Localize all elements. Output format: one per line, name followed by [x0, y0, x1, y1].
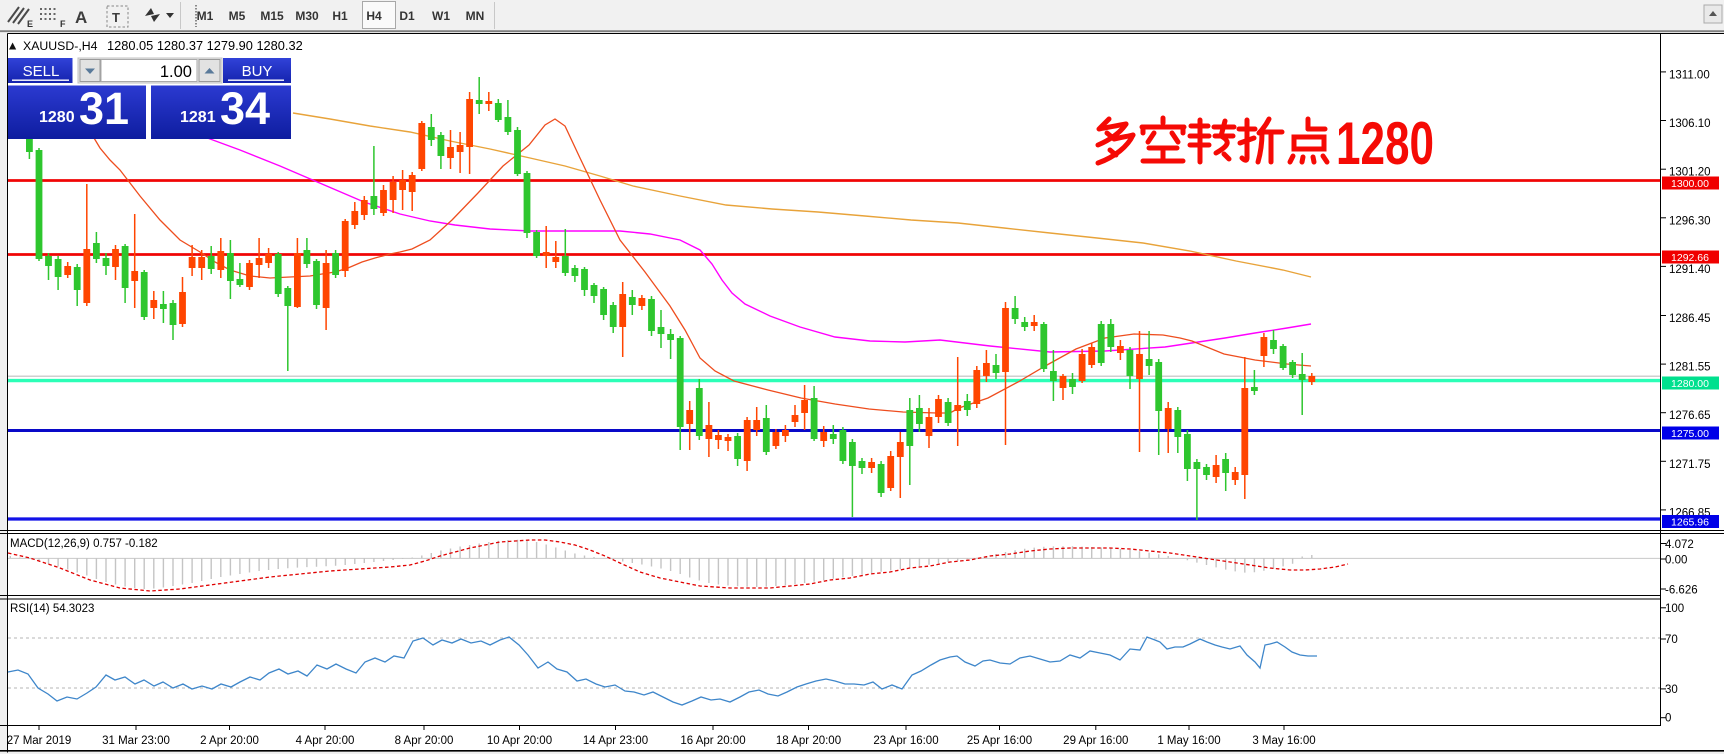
svg-text:23 Apr 16:00: 23 Apr 16:00 [873, 735, 938, 747]
svg-text:1280.00: 1280.00 [1671, 378, 1709, 390]
svg-text:1280: 1280 [1336, 110, 1434, 177]
svg-text:T: T [112, 10, 120, 25]
svg-text:1306.10: 1306.10 [1669, 118, 1711, 130]
svg-text:M1: M1 [197, 9, 214, 23]
svg-text:4.072: 4.072 [1665, 539, 1694, 551]
svg-text:1311.00: 1311.00 [1669, 69, 1710, 81]
svg-text:MACD(12,26,9) 0.757 -0.182: MACD(12,26,9) 0.757 -0.182 [10, 538, 158, 550]
svg-text:1280: 1280 [39, 109, 75, 126]
svg-text:M30: M30 [295, 9, 319, 23]
svg-text:31: 31 [79, 83, 129, 134]
svg-text:16 Apr 20:00: 16 Apr 20:00 [680, 735, 745, 747]
svg-text:18 Apr 20:00: 18 Apr 20:00 [776, 735, 841, 747]
svg-text:SELL: SELL [23, 63, 60, 80]
svg-text:1265.96: 1265.96 [1671, 517, 1709, 529]
svg-text:1286.45: 1286.45 [1669, 313, 1711, 325]
svg-text:4 Apr 20:00: 4 Apr 20:00 [296, 735, 355, 747]
svg-text:1301.20: 1301.20 [1669, 167, 1711, 179]
svg-text:14 Apr 23:00: 14 Apr 23:00 [583, 735, 648, 747]
svg-text:1280.05 1280.37 1279.90 1280.3: 1280.05 1280.37 1279.90 1280.32 [107, 38, 303, 53]
svg-text:H1: H1 [332, 9, 348, 23]
svg-text:25 Apr 16:00: 25 Apr 16:00 [967, 735, 1032, 747]
svg-text:27 Mar 2019: 27 Mar 2019 [7, 735, 72, 747]
svg-text:W1: W1 [432, 9, 450, 23]
svg-text:1281.55: 1281.55 [1669, 362, 1711, 374]
svg-text:100: 100 [1665, 603, 1684, 615]
svg-text:MN: MN [466, 9, 485, 23]
svg-text:30: 30 [1665, 684, 1678, 696]
svg-text:1291.40: 1291.40 [1669, 264, 1711, 276]
svg-text:D1: D1 [399, 9, 415, 23]
svg-text:1 May 16:00: 1 May 16:00 [1157, 735, 1220, 747]
svg-text:A: A [75, 8, 87, 27]
svg-text:3 May 16:00: 3 May 16:00 [1252, 735, 1315, 747]
svg-text:31 Mar 23:00: 31 Mar 23:00 [102, 735, 170, 747]
svg-text:8 Apr 20:00: 8 Apr 20:00 [395, 735, 454, 747]
svg-text:H4: H4 [366, 9, 382, 23]
svg-text:1292.66: 1292.66 [1671, 252, 1709, 264]
svg-text:0.00: 0.00 [1665, 555, 1687, 567]
svg-text:1271.75: 1271.75 [1669, 459, 1711, 471]
svg-text:1275.00: 1275.00 [1671, 428, 1709, 440]
svg-text:70: 70 [1665, 634, 1678, 646]
svg-text:0: 0 [1665, 713, 1671, 725]
svg-text:1296.30: 1296.30 [1669, 215, 1711, 227]
svg-text:1300.00: 1300.00 [1671, 178, 1709, 190]
svg-text:XAUUSD-,H4: XAUUSD-,H4 [23, 39, 98, 53]
svg-text:29 Apr 16:00: 29 Apr 16:00 [1063, 735, 1128, 747]
svg-text:RSI(14) 54.3023: RSI(14) 54.3023 [10, 603, 94, 615]
svg-text:1.00: 1.00 [160, 63, 192, 81]
svg-text:M15: M15 [260, 9, 284, 23]
svg-text:10 Apr 20:00: 10 Apr 20:00 [487, 735, 552, 747]
svg-text:2 Apr 20:00: 2 Apr 20:00 [200, 735, 259, 747]
svg-text:-6.626: -6.626 [1665, 585, 1698, 597]
svg-text:34: 34 [220, 83, 270, 134]
svg-text:E: E [27, 19, 33, 29]
svg-text:1276.65: 1276.65 [1669, 410, 1711, 422]
svg-text:F: F [60, 19, 66, 29]
svg-text:1281: 1281 [180, 109, 216, 126]
svg-text:M5: M5 [229, 9, 246, 23]
svg-text:BUY: BUY [242, 63, 273, 80]
